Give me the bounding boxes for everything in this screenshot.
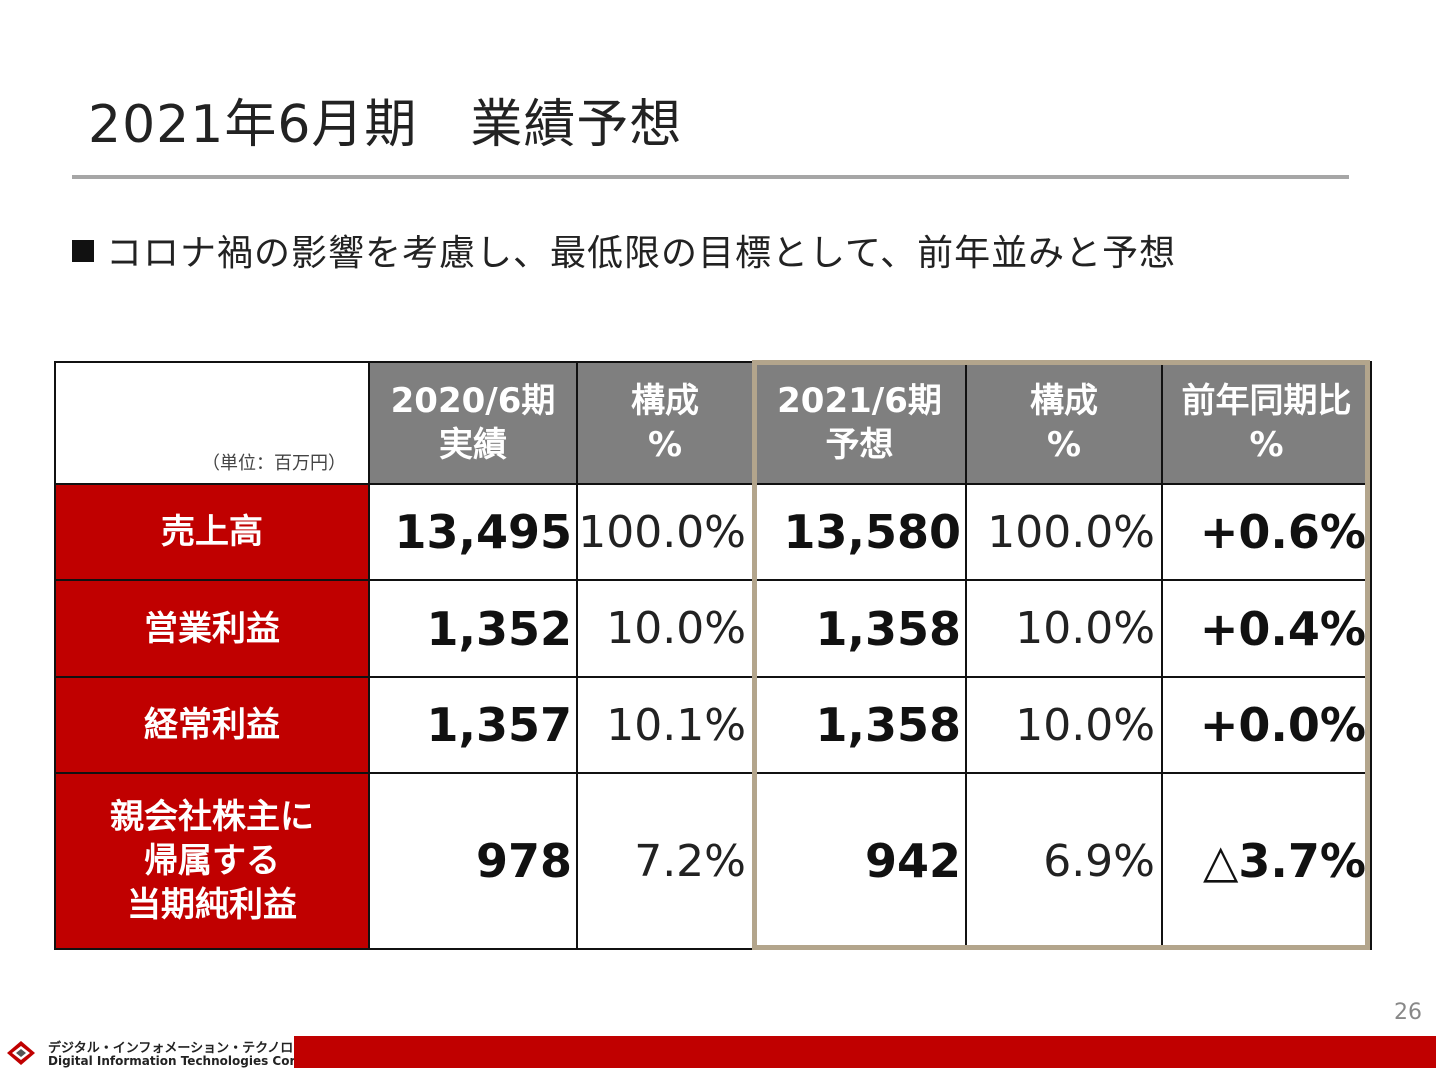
footer-bar bbox=[294, 1036, 1436, 1068]
ordinary-income-actual-pct: 10.1% bbox=[576, 676, 754, 774]
row-label-net-income: 親会社株主に 帰属する 当期純利益 bbox=[54, 772, 370, 950]
unit-label: （単位：百万円） bbox=[202, 453, 346, 474]
table-row: 経常利益 1,357 10.1% 1,358 10.0% +0.0% bbox=[54, 676, 1372, 774]
slide-title: 2021年6月期 業績予想 bbox=[88, 95, 683, 155]
row-label-sales: 売上高 bbox=[54, 483, 370, 581]
square-bullet-icon bbox=[72, 240, 94, 262]
table-header-row: （単位：百万円） 2020/6期 実績 構成% 2021/6期 予想 構成% 前年同… bbox=[54, 361, 1372, 485]
bullet-text: コロナ禍の影響を考慮し、最低限の目標として、前年並みと予想 bbox=[106, 233, 1177, 274]
row-label-ordinary-income: 経常利益 bbox=[54, 676, 370, 774]
company-name-en: Digital Information Technologies Corpora… bbox=[48, 1054, 353, 1068]
header-forecast-composition: 構成% bbox=[965, 361, 1163, 485]
header-actual-composition: 構成% bbox=[576, 361, 754, 485]
sales-forecast: 13,580 bbox=[752, 483, 967, 581]
company-name-jp: デジタル・インフォメーション・テクノロジー株式会社 bbox=[48, 1041, 372, 1056]
ordinary-income-yoy: +0.0% bbox=[1161, 676, 1372, 774]
sales-actual-pct: 100.0% bbox=[576, 483, 754, 581]
operating-income-forecast: 1,358 bbox=[752, 579, 967, 678]
operating-income-forecast-pct: 10.0% bbox=[965, 579, 1163, 678]
page-number: 26 bbox=[1394, 1000, 1422, 1025]
net-income-actual-pct: 7.2% bbox=[576, 772, 754, 950]
title-divider bbox=[72, 175, 1349, 179]
net-income-forecast-pct: 6.9% bbox=[965, 772, 1163, 950]
ordinary-income-actual: 1,357 bbox=[368, 676, 578, 774]
table-row: 親会社株主に 帰属する 当期純利益 978 7.2% 942 6.9% △3.7% bbox=[54, 772, 1372, 950]
ordinary-income-forecast-pct: 10.0% bbox=[965, 676, 1163, 774]
forecast-table: （単位：百万円） 2020/6期 実績 構成% 2021/6期 予想 構成% 前年同… bbox=[54, 361, 1372, 950]
header-forecast-2021: 2021/6期 予想 bbox=[752, 361, 967, 485]
sales-actual: 13,495 bbox=[368, 483, 578, 581]
operating-income-actual-pct: 10.0% bbox=[576, 579, 754, 678]
net-income-actual: 978 bbox=[368, 772, 578, 950]
operating-income-actual: 1,352 bbox=[368, 579, 578, 678]
unit-cell: （単位：百万円） bbox=[54, 361, 370, 485]
net-income-forecast: 942 bbox=[752, 772, 967, 950]
bullet-point: コロナ禍の影響を考慮し、最低限の目標として、前年並みと予想 bbox=[72, 224, 1176, 276]
header-actual-2020: 2020/6期 実績 bbox=[368, 361, 578, 485]
header-yoy: 前年同期比% bbox=[1161, 361, 1372, 485]
operating-income-yoy: +0.4% bbox=[1161, 579, 1372, 678]
net-income-yoy: △3.7% bbox=[1161, 772, 1372, 950]
ordinary-income-forecast: 1,358 bbox=[752, 676, 967, 774]
sales-forecast-pct: 100.0% bbox=[965, 483, 1163, 581]
table-row: 売上高 13,495 100.0% 13,580 100.0% +0.6% bbox=[54, 483, 1372, 581]
row-label-operating-income: 営業利益 bbox=[54, 579, 370, 678]
company-logo-icon bbox=[7, 1041, 35, 1065]
table-row: 営業利益 1,352 10.0% 1,358 10.0% +0.4% bbox=[54, 579, 1372, 678]
sales-yoy: +0.6% bbox=[1161, 483, 1372, 581]
